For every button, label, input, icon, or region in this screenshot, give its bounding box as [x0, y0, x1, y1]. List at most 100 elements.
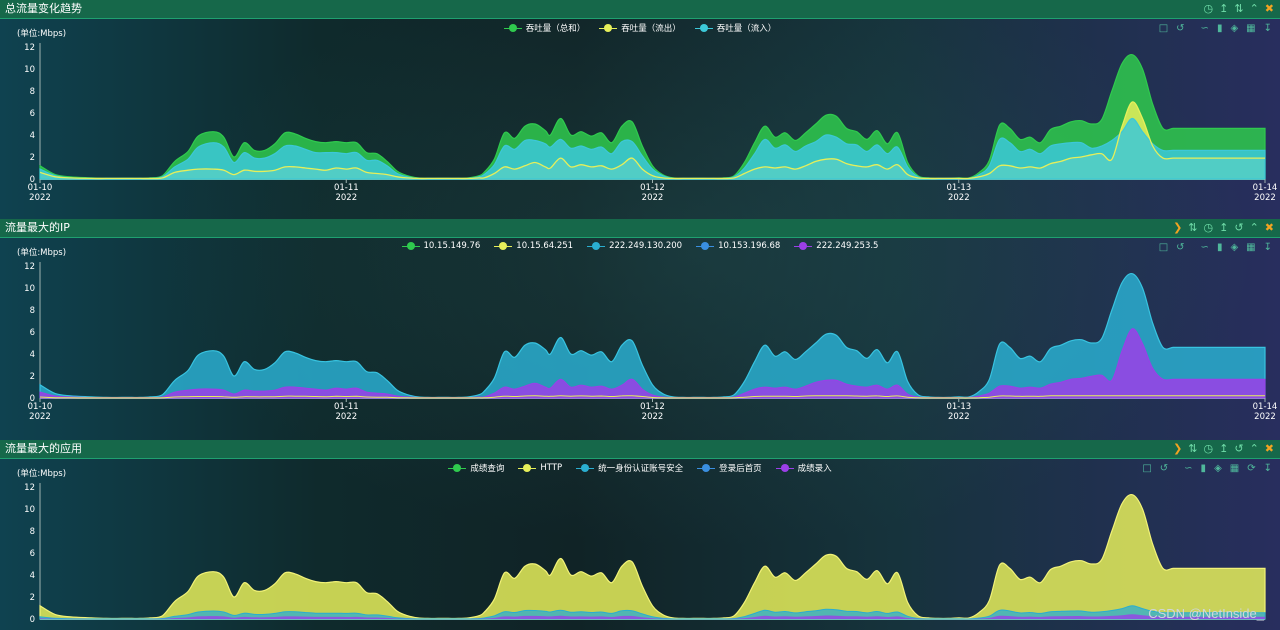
y-tick-label: 8 [30, 306, 35, 316]
series-line-ip-2 [39, 395, 1265, 399]
panel-header: 总流量变化趋势 ◷ ↥ ⇅ ⌃ ✖ [0, 0, 1280, 19]
refresh-icon[interactable]: ↺ [1234, 221, 1244, 234]
collapse-icon[interactable]: ⌃ [1249, 2, 1259, 15]
close-icon[interactable]: ✖ [1264, 442, 1274, 455]
sort-icon[interactable]: ⇅ [1188, 221, 1198, 234]
legend-item[interactable]: 吞吐量（流出） [599, 22, 681, 34]
tiled-icon[interactable]: ▦ [1246, 23, 1256, 34]
bar-chart-icon[interactable]: ▮ [1216, 23, 1223, 34]
x-tick-label: 01-10 [28, 183, 53, 193]
panel-header-icons: ❯ ⇅ ◷ ↥ ↺ ⌃ ✖ [1173, 440, 1274, 458]
panel-title: 总流量变化趋势 [5, 2, 82, 15]
close-icon[interactable]: ✖ [1264, 221, 1274, 234]
y-tick-label: 4 [30, 350, 35, 360]
series-area-sso [39, 605, 1266, 620]
line-chart-icon[interactable]: ∽ [1184, 463, 1193, 474]
collapse-icon[interactable]: ⌃ [1249, 221, 1259, 234]
x-tick-year: 2022 [1254, 193, 1276, 203]
panel-top-ip: 流量最大的IP ❯ ⇅ ◷ ↥ ↺ ⌃ ✖ 10.15.149.76 10.15.… [0, 219, 1280, 434]
y-tick-label: 2 [30, 593, 35, 603]
sort-icon[interactable]: ⇅ [1188, 442, 1198, 455]
bar-chart-icon[interactable]: ▮ [1216, 242, 1223, 253]
upload-icon[interactable]: ↥ [1219, 2, 1229, 15]
legend-swatch [696, 242, 715, 250]
x-tick-label: 01-12 [640, 183, 665, 193]
chart-toolbox: □ ↺ ∽ ▮ ◈ ▦ ⟳ ↧ [1142, 463, 1272, 474]
stack-icon[interactable]: ◈ [1230, 242, 1239, 253]
stack-icon[interactable]: ◈ [1230, 23, 1239, 34]
y-axis-label: (单位:Mbps) [17, 247, 66, 258]
legend-item[interactable]: 成绩录入 [775, 462, 832, 474]
next-icon[interactable]: ❯ [1173, 442, 1183, 455]
clock-icon[interactable]: ◷ [1203, 221, 1214, 234]
legend-item[interactable]: 统一身份认证账号安全 [576, 462, 683, 474]
x-tick-label: 01-12 [640, 402, 665, 412]
legend-item[interactable]: 10.153.196.68 [696, 241, 780, 251]
legend-label: 成绩录入 [797, 464, 832, 474]
panel-title: 流量最大的应用 [5, 442, 82, 455]
chart-toolbox: □ ↺ ∽ ▮ ◈ ▦ ↧ [1159, 23, 1272, 34]
legend-item[interactable]: 222.249.130.200 [587, 241, 682, 251]
collapse-icon[interactable]: ⌃ [1249, 442, 1259, 455]
x-tick-year: 2022 [642, 412, 664, 422]
panel-header: 流量最大的应用 ❯ ⇅ ◷ ↥ ↺ ⌃ ✖ [0, 440, 1280, 459]
zoom-icon[interactable]: □ [1142, 463, 1152, 474]
legend-item[interactable]: 10.15.149.76 [401, 241, 480, 251]
bar-chart-icon[interactable]: ▮ [1200, 463, 1207, 474]
line-chart-icon[interactable]: ∽ [1200, 23, 1209, 34]
zoom-reset-icon[interactable]: ↺ [1159, 463, 1169, 474]
x-tick-label: 01-13 [946, 183, 971, 193]
tiled-icon[interactable]: ▦ [1229, 463, 1240, 474]
zoom-reset-icon[interactable]: ↺ [1176, 23, 1185, 34]
legend-label: 222.249.253.5 [816, 241, 879, 251]
tiled-icon[interactable]: ▦ [1246, 242, 1256, 253]
y-axis-label: (单位:Mbps) [17, 28, 66, 39]
x-tick-year: 2022 [335, 412, 357, 422]
panel-header-icons: ◷ ↥ ⇅ ⌃ ✖ [1204, 0, 1274, 18]
refresh-icon[interactable]: ⟳ [1247, 463, 1256, 474]
series-area-http [39, 493, 1266, 620]
legend-item[interactable]: 222.249.253.5 [794, 241, 878, 251]
x-tick-label: 01-11 [334, 402, 359, 412]
legend-item[interactable]: 登录后首页 [697, 462, 762, 474]
zoom-reset-icon[interactable]: ↺ [1176, 242, 1185, 253]
legend-swatch [518, 464, 537, 472]
refresh-icon[interactable]: ⇅ [1234, 2, 1244, 15]
close-icon[interactable]: ✖ [1264, 2, 1274, 15]
y-axis-label: (单位:Mbps) [17, 468, 66, 479]
legend-label: 吞吐量（流出） [621, 24, 681, 34]
x-tick-label: 01-10 [28, 402, 53, 412]
x-tick-year: 2022 [642, 193, 664, 203]
download-icon[interactable]: ↧ [1263, 242, 1272, 253]
x-tick-year: 2022 [948, 193, 970, 203]
y-tick-label: 12 [24, 262, 35, 272]
chart-legend: 吞吐量（总和） 吞吐量（流出） 吞吐量（流入） [0, 22, 1280, 34]
upload-icon[interactable]: ↥ [1219, 442, 1229, 455]
legend-item[interactable]: 10.15.64.251 [494, 241, 573, 251]
legend-label: 成绩查询 [470, 464, 505, 474]
legend-swatch [775, 464, 794, 472]
upload-icon[interactable]: ↥ [1219, 221, 1229, 234]
panel-total-traffic: 总流量变化趋势 ◷ ↥ ⇅ ⌃ ✖ 吞吐量（总和） 吞吐量（流出） 吞吐量（流入） … [0, 0, 1280, 215]
clock-icon[interactable]: ◷ [1203, 2, 1214, 15]
download-icon[interactable]: ↧ [1263, 463, 1272, 474]
x-tick-year: 2022 [948, 412, 970, 422]
zoom-icon[interactable]: □ [1158, 242, 1169, 253]
chart-legend: 成绩查询 HTTP 统一身份认证账号安全 登录后首页 成绩录入 [0, 462, 1280, 474]
download-icon[interactable]: ↧ [1263, 23, 1272, 34]
next-icon[interactable]: ❯ [1173, 221, 1183, 234]
y-tick-label: 10 [24, 65, 35, 75]
legend-swatch [794, 242, 813, 250]
legend-item[interactable]: 成绩查询 [448, 462, 504, 474]
stack-icon[interactable]: ◈ [1214, 463, 1222, 474]
zoom-icon[interactable]: □ [1158, 23, 1169, 34]
legend-item[interactable]: HTTP [518, 462, 562, 474]
legend-item[interactable]: 吞吐量（流入） [694, 22, 777, 34]
legend-swatch [694, 24, 713, 32]
clock-icon[interactable]: ◷ [1203, 442, 1214, 455]
line-chart-icon[interactable]: ∽ [1200, 242, 1209, 253]
legend-label: 10.153.196.68 [718, 241, 781, 251]
legend-label: 吞吐量（流入） [716, 24, 777, 34]
legend-item[interactable]: 吞吐量（总和） [503, 22, 585, 34]
refresh-icon[interactable]: ↺ [1234, 442, 1244, 455]
